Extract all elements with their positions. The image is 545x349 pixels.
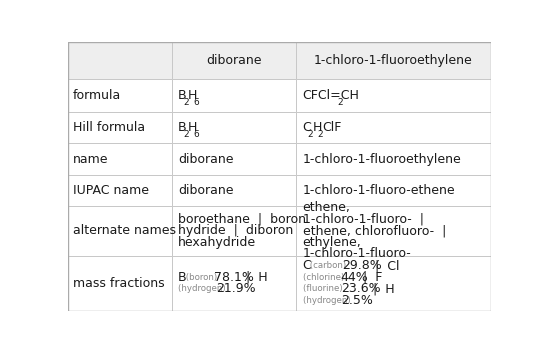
Text: 2: 2 [183,98,189,106]
Bar [296,42,490,79]
Text: ethene, chlorofluoro-  |: ethene, chlorofluoro- | [302,224,446,237]
Bar [172,143,296,174]
Text: (fluorine): (fluorine) [302,284,345,294]
Text: 2: 2 [308,130,313,139]
Text: C: C [302,259,311,272]
Bar [172,174,296,206]
Text: 1-chloro-1-fluoro-: 1-chloro-1-fluoro- [302,247,411,260]
Text: diborane: diborane [178,153,233,165]
Text: |  H: | H [239,271,268,284]
Text: C: C [302,121,311,134]
Text: diborane: diborane [178,184,233,197]
Bar [172,42,296,79]
Bar [296,112,490,143]
Text: 1-chloro-1-fluoroethylene: 1-chloro-1-fluoroethylene [314,54,473,67]
Bar [68,143,172,174]
Text: Hill formula: Hill formula [73,121,146,134]
Text: B: B [178,89,186,102]
Bar [68,42,172,79]
Text: |  H: | H [365,282,395,295]
Text: H: H [187,121,197,134]
Text: 2: 2 [183,130,189,139]
Text: ClF: ClF [322,121,341,134]
Bar [68,112,172,143]
Text: (hydrogen): (hydrogen) [302,296,353,305]
Text: diborane: diborane [206,54,262,67]
Text: 21.9%: 21.9% [216,282,256,295]
Bar [172,79,296,112]
Text: 6: 6 [193,130,199,139]
Text: formula: formula [73,89,122,102]
Text: mass fractions: mass fractions [73,276,165,290]
Text: 78.1%: 78.1% [214,271,254,284]
Bar [296,174,490,206]
Bar [296,79,490,112]
Text: alternate names: alternate names [73,224,176,237]
Bar [68,255,172,311]
Text: |  Cl: | Cl [367,259,399,272]
Text: |  F: | F [355,271,383,284]
Text: 2: 2 [337,98,343,106]
Bar [68,206,172,255]
Text: 1-chloro-1-fluoro-  |: 1-chloro-1-fluoro- | [302,213,423,225]
Bar [68,79,172,112]
Text: ethene,: ethene, [302,201,350,214]
Bar [172,112,296,143]
Text: 23.6%: 23.6% [341,282,380,295]
Text: B: B [178,121,186,134]
Text: CFCl=CH: CFCl=CH [302,89,359,102]
Text: B: B [178,271,186,284]
Text: 44%: 44% [341,271,368,284]
Text: H: H [312,121,322,134]
Text: 2.5%: 2.5% [341,294,373,307]
Text: name: name [73,153,108,165]
Text: hexahydride: hexahydride [178,236,256,249]
Bar [296,255,490,311]
Bar [296,206,490,255]
Text: 29.8%: 29.8% [342,259,382,272]
Text: H: H [187,89,197,102]
Text: 1-chloro-1-fluoroethylene: 1-chloro-1-fluoroethylene [302,153,461,165]
Text: 2: 2 [318,130,323,139]
Text: 6: 6 [193,98,199,106]
Text: (boron): (boron) [183,273,220,282]
Bar [172,255,296,311]
Text: hydride  |  diboron: hydride | diboron [178,224,293,237]
Bar [172,206,296,255]
Bar [68,174,172,206]
Text: 1-chloro-1-fluoro-ethene: 1-chloro-1-fluoro-ethene [302,184,455,197]
Text: (hydrogen): (hydrogen) [178,284,228,294]
Text: IUPAC name: IUPAC name [73,184,149,197]
Text: (carbon): (carbon) [307,261,349,270]
Text: ethylene,: ethylene, [302,236,361,249]
Text: (chlorine): (chlorine) [302,273,347,282]
Bar [296,143,490,174]
Text: boroethane  |  boron: boroethane | boron [178,213,306,225]
